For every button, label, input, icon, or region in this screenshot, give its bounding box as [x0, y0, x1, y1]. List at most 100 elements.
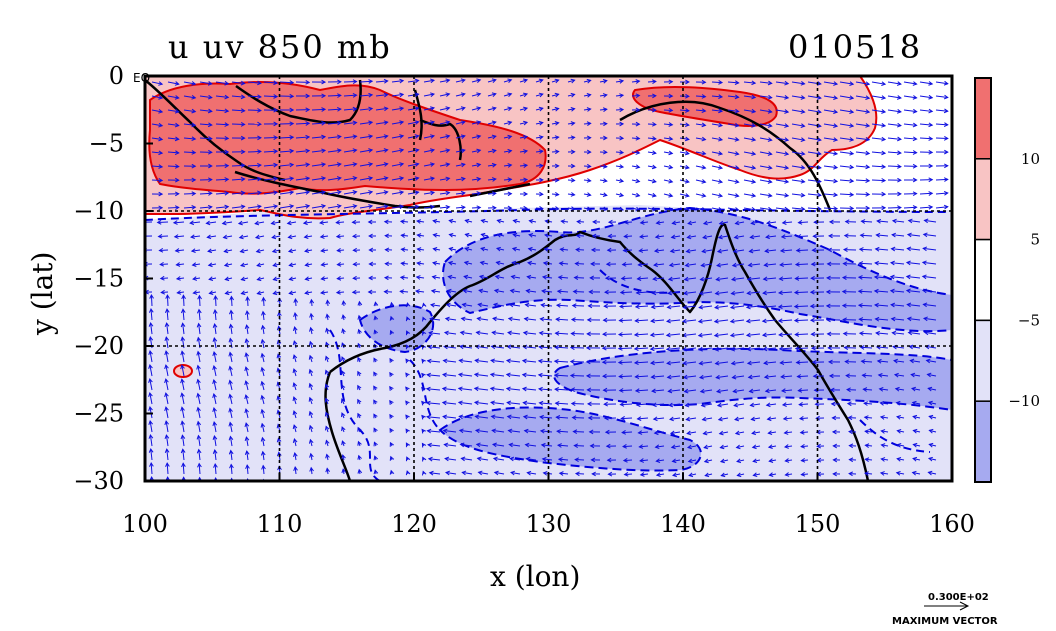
wind-vector: [197, 351, 201, 363]
wind-vector-head: [639, 458, 644, 463]
wind-vector: [496, 486, 504, 488]
wind-vector-head: [373, 413, 378, 419]
wind-vector-head: [180, 308, 186, 314]
wind-vector-head: [496, 218, 502, 224]
wind-vector-head: [442, 414, 448, 420]
wind-vector: [460, 443, 473, 447]
wind-vector-head: [602, 206, 608, 212]
wind-vector: [871, 81, 886, 85]
wind-vector-head: [858, 247, 864, 252]
wind-vector-head: [651, 290, 657, 296]
wind-vector: [711, 193, 723, 197]
wind-vector-head: [783, 430, 789, 435]
wind-vector-head: [669, 430, 675, 436]
wind-vector-head: [701, 193, 707, 198]
wind-vector-head: [245, 296, 250, 301]
wind-vector-head: [196, 434, 202, 440]
wind-vector-head: [911, 470, 917, 476]
wind-vector: [823, 179, 838, 182]
wind-vector: [496, 247, 505, 251]
wind-vector-head: [826, 275, 831, 281]
wind-vector: [439, 163, 450, 167]
wind-vector: [401, 262, 409, 265]
wind-vector-head: [321, 176, 327, 181]
wind-vector-head: [849, 123, 855, 128]
wind-vector: [880, 472, 889, 475]
wind-vector-head: [635, 164, 641, 170]
wind-vector-head: [734, 179, 740, 184]
wind-vector: [766, 403, 777, 406]
wind-vector-head: [305, 176, 311, 181]
wind-vector: [305, 263, 313, 266]
wind-vector: [557, 290, 569, 293]
wind-vector: [375, 163, 388, 167]
wind-vector: [732, 375, 745, 379]
wind-vector-head: [373, 301, 379, 307]
wind-vector-head: [273, 121, 279, 127]
wind-vector-head: [158, 109, 164, 114]
wind-vector-head: [705, 487, 709, 491]
wind-vector-head: [191, 191, 197, 197]
wind-vector: [337, 277, 345, 280]
wind-vector: [289, 291, 297, 294]
wind-vector-head: [399, 148, 405, 153]
wind-vector-head: [865, 150, 871, 156]
wind-vector: [181, 379, 185, 391]
wind-vector: [780, 249, 793, 252]
wind-vector-head: [416, 219, 422, 224]
wind-vector-head: [800, 123, 806, 128]
wind-vector-head: [319, 220, 325, 225]
wind-vector-head: [416, 261, 422, 266]
wind-vector-head: [635, 93, 641, 99]
wind-vector-head: [174, 191, 180, 197]
wind-vector-head: [305, 107, 311, 113]
wind-vector-head: [523, 92, 529, 98]
wind-vector-head: [165, 462, 170, 467]
wind-vector: [657, 488, 664, 489]
wind-vector: [443, 416, 457, 419]
wind-vector: [262, 297, 265, 307]
wind-vector: [636, 291, 649, 294]
wind-vector-head: [828, 373, 834, 379]
wind-vector: [215, 123, 229, 126]
wind-vector: [444, 332, 457, 335]
wind-vector-head: [670, 234, 676, 240]
wind-vector: [734, 235, 745, 239]
wind-vector: [320, 221, 329, 224]
wind-vector: [647, 80, 656, 83]
wind-vector: [666, 347, 681, 350]
wind-vector: [490, 387, 505, 391]
wind-vector: [732, 263, 745, 267]
wind-vector-head: [793, 304, 799, 309]
wind-vector-head: [444, 456, 450, 462]
wind-vector: [206, 221, 217, 224]
wind-vector: [343, 81, 357, 83]
wind-vector-head: [368, 204, 374, 209]
wind-vector: [149, 392, 153, 405]
wind-vector-head: [538, 191, 544, 197]
wind-vector: [670, 249, 681, 252]
wind-vector-head: [602, 93, 608, 98]
wind-vector-head: [879, 415, 885, 420]
wind-vector-head: [432, 260, 438, 266]
wind-vector-head: [602, 164, 608, 169]
wind-vector: [247, 81, 261, 84]
wind-vector-head: [212, 379, 217, 385]
wind-vector: [721, 488, 728, 490]
wind-vector: [359, 177, 373, 181]
wind-vector: [542, 290, 553, 293]
wind-vector: [855, 95, 870, 99]
wind-vector: [263, 95, 278, 98]
wind-vector-head: [474, 414, 480, 420]
wind-vector: [229, 352, 233, 363]
wind-vector-head: [196, 378, 201, 384]
wind-vector-head: [506, 414, 512, 420]
wind-vector: [246, 465, 249, 475]
wind-vector-head: [779, 360, 785, 366]
wind-vector: [507, 415, 521, 419]
wind-vector: [861, 360, 873, 363]
wind-vector: [858, 276, 873, 279]
wind-vector-head: [400, 247, 406, 252]
wind-vector-head: [507, 163, 513, 168]
wind-vector-head: [817, 206, 822, 212]
